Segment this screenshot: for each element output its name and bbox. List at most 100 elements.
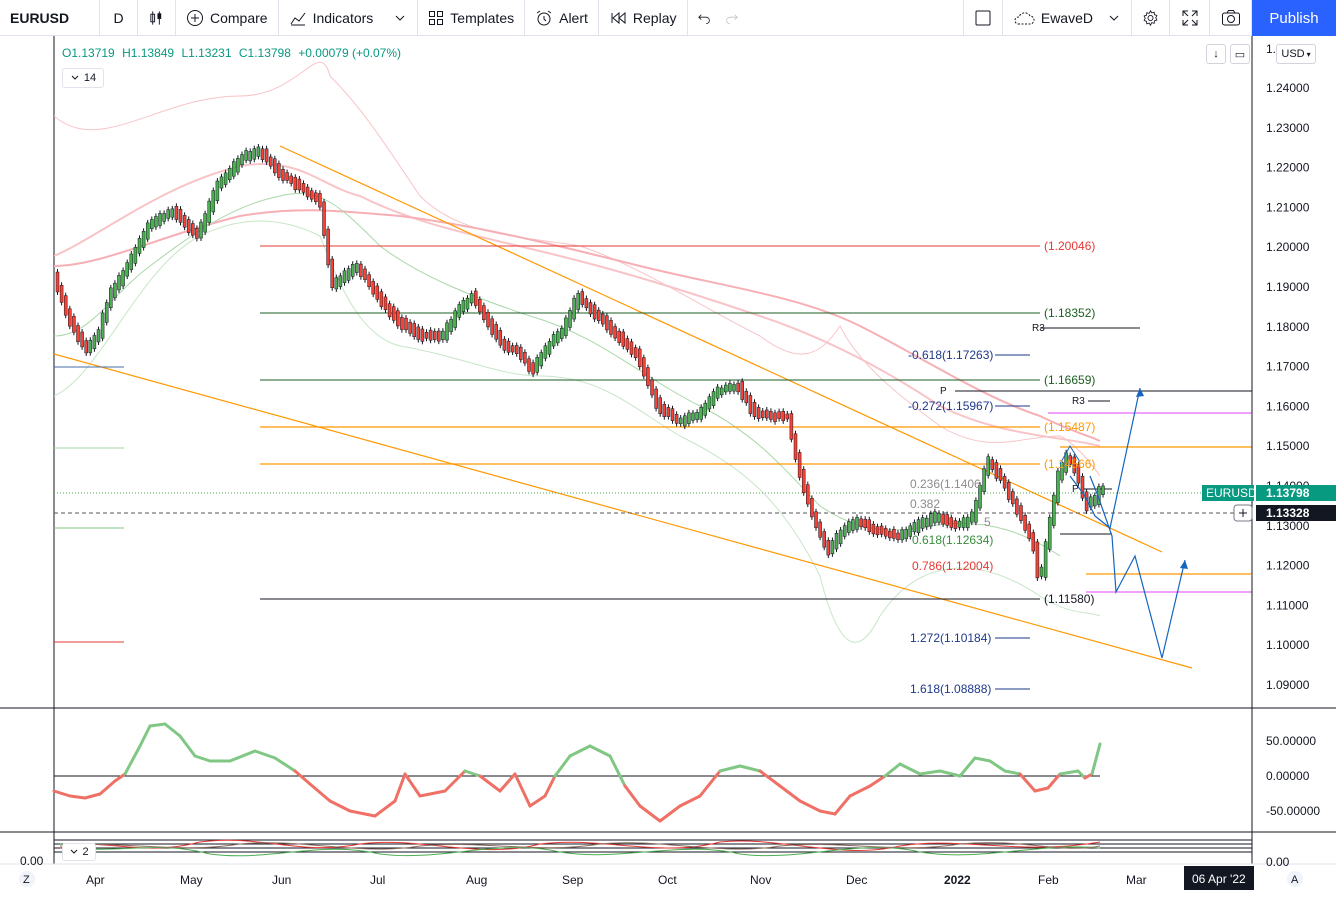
candle[interactable] bbox=[137, 235, 142, 257]
candle[interactable] bbox=[129, 251, 134, 273]
candle[interactable] bbox=[830, 537, 835, 557]
candle[interactable] bbox=[568, 307, 572, 331]
candle[interactable] bbox=[637, 345, 642, 370]
third-pane[interactable] bbox=[54, 839, 1252, 857]
projection-path-small[interactable] bbox=[1059, 445, 1081, 465]
pane2-collapse-button[interactable]: 2 bbox=[62, 843, 96, 861]
snapshot-button[interactable] bbox=[1210, 0, 1252, 36]
candle[interactable] bbox=[707, 393, 712, 412]
candle[interactable] bbox=[338, 272, 343, 290]
candle[interactable] bbox=[1056, 467, 1060, 506]
candle[interactable] bbox=[715, 383, 720, 402]
candle[interactable] bbox=[244, 147, 248, 164]
candle[interactable] bbox=[314, 189, 318, 205]
candle[interactable] bbox=[432, 328, 437, 343]
symbol-search-button[interactable]: EURUSD bbox=[0, 0, 100, 36]
candle[interactable] bbox=[465, 295, 470, 313]
candle[interactable] bbox=[691, 409, 695, 424]
candle[interactable] bbox=[437, 327, 441, 345]
candle[interactable] bbox=[113, 280, 117, 301]
candle[interactable] bbox=[469, 290, 474, 306]
candle[interactable] bbox=[268, 153, 273, 170]
candlestick-series[interactable] bbox=[55, 143, 1105, 581]
candle[interactable] bbox=[273, 155, 277, 176]
maximize-pane-button[interactable]: ▭ bbox=[1230, 44, 1250, 64]
candle[interactable] bbox=[199, 219, 203, 242]
candle[interactable] bbox=[990, 456, 995, 473]
candle[interactable] bbox=[264, 145, 269, 166]
candle[interactable] bbox=[580, 288, 585, 308]
candle[interactable] bbox=[957, 518, 962, 531]
candle[interactable] bbox=[203, 210, 207, 236]
candle[interactable] bbox=[888, 528, 892, 541]
candle[interactable] bbox=[76, 322, 80, 345]
candle[interactable] bbox=[564, 314, 568, 339]
candle[interactable] bbox=[412, 320, 416, 340]
candle[interactable] bbox=[1068, 452, 1072, 468]
candle[interactable] bbox=[933, 508, 937, 526]
candle[interactable] bbox=[773, 409, 777, 425]
candle[interactable] bbox=[416, 323, 421, 343]
indicators-button[interactable]: Indicators bbox=[279, 0, 419, 36]
candle[interactable] bbox=[1039, 564, 1044, 580]
candle[interactable] bbox=[400, 314, 404, 333]
candle[interactable] bbox=[625, 335, 630, 353]
publish-button[interactable]: Publish bbox=[1252, 0, 1336, 36]
candle[interactable] bbox=[63, 292, 68, 319]
candle[interactable] bbox=[847, 518, 851, 536]
candle[interactable] bbox=[478, 296, 482, 315]
oscillator-pane[interactable] bbox=[52, 722, 1102, 823]
candle[interactable] bbox=[929, 510, 933, 530]
candle[interactable] bbox=[248, 148, 252, 164]
candle[interactable] bbox=[162, 210, 166, 225]
candle[interactable] bbox=[916, 516, 921, 536]
candle[interactable] bbox=[551, 331, 556, 350]
candle[interactable] bbox=[346, 265, 351, 284]
candle[interactable] bbox=[277, 160, 281, 181]
candle[interactable] bbox=[150, 216, 154, 232]
candle[interactable] bbox=[1015, 495, 1019, 518]
candle[interactable] bbox=[178, 206, 183, 226]
candle[interactable] bbox=[371, 278, 375, 298]
candle[interactable] bbox=[744, 388, 749, 406]
candle[interactable] bbox=[834, 530, 839, 553]
candle[interactable] bbox=[473, 287, 478, 309]
candle[interactable] bbox=[543, 342, 548, 362]
candle[interactable] bbox=[683, 412, 687, 430]
candle[interactable] bbox=[953, 517, 958, 532]
candle[interactable] bbox=[494, 321, 498, 343]
candle[interactable] bbox=[650, 376, 654, 399]
candle[interactable] bbox=[605, 312, 609, 333]
candle[interactable] bbox=[781, 408, 785, 424]
chart-type-button[interactable] bbox=[138, 0, 176, 36]
candle[interactable] bbox=[1011, 488, 1015, 507]
candle[interactable] bbox=[191, 220, 195, 239]
candle[interactable] bbox=[596, 307, 601, 324]
compare-button[interactable]: Compare bbox=[176, 0, 279, 36]
auto-button[interactable] bbox=[1287, 871, 1303, 887]
candle[interactable] bbox=[1035, 538, 1040, 581]
candle[interactable] bbox=[678, 414, 683, 427]
candle[interactable] bbox=[760, 407, 765, 421]
candle[interactable] bbox=[519, 344, 523, 363]
candle[interactable] bbox=[855, 514, 859, 533]
candle[interactable] bbox=[1043, 538, 1048, 581]
candle[interactable] bbox=[125, 259, 129, 280]
candle[interactable] bbox=[842, 522, 847, 540]
candle[interactable] bbox=[961, 514, 966, 531]
layout-button[interactable]: EwaveD bbox=[1003, 0, 1132, 36]
candle[interactable] bbox=[281, 166, 285, 184]
candle[interactable] bbox=[875, 523, 880, 538]
candle[interactable] bbox=[1101, 482, 1105, 498]
candle[interactable] bbox=[100, 309, 105, 342]
candle[interactable] bbox=[658, 394, 662, 417]
templates-button[interactable]: Templates bbox=[418, 0, 526, 36]
candle[interactable] bbox=[80, 328, 84, 350]
candle[interactable] bbox=[806, 481, 810, 508]
candle[interactable] bbox=[896, 530, 900, 543]
candle[interactable] bbox=[900, 526, 904, 543]
candle[interactable] bbox=[506, 338, 511, 356]
candle[interactable] bbox=[986, 453, 990, 479]
candle[interactable] bbox=[814, 508, 818, 531]
candle[interactable] bbox=[158, 210, 162, 229]
